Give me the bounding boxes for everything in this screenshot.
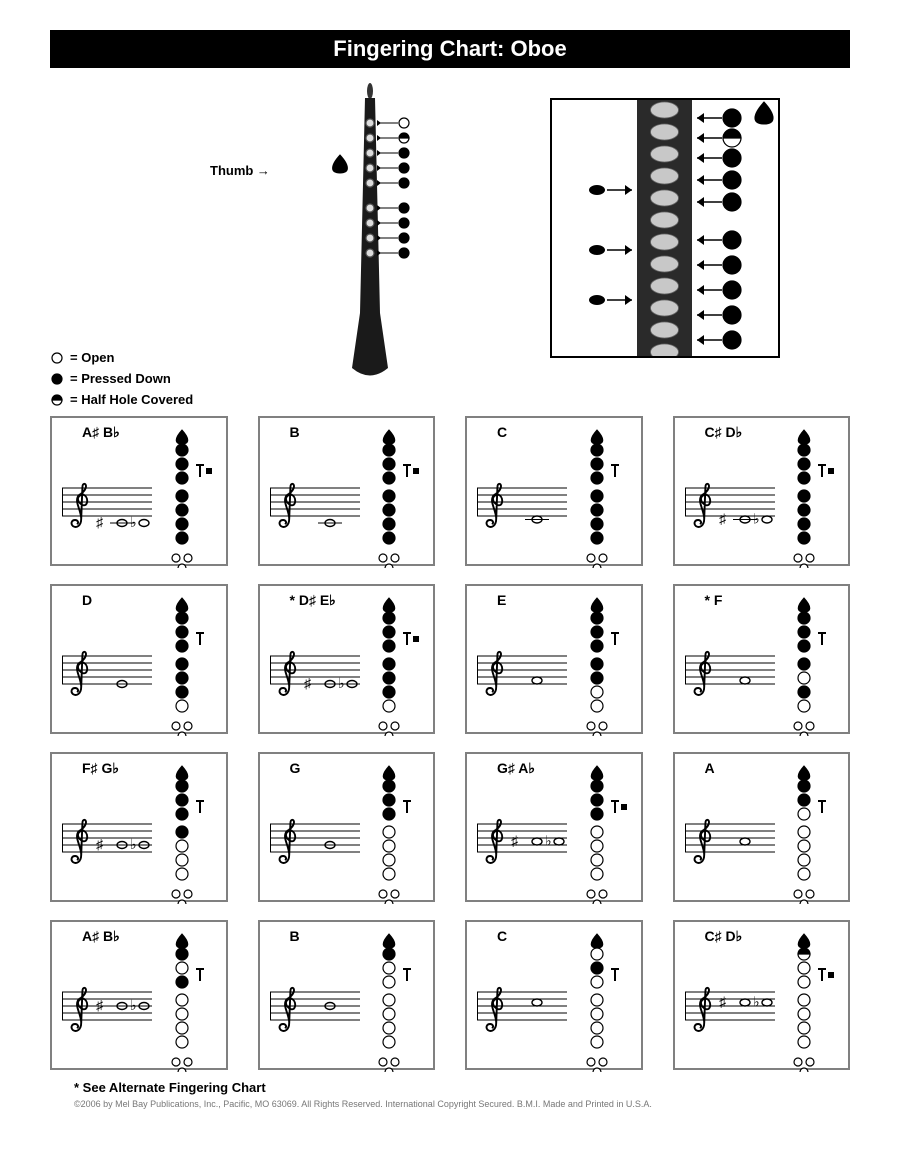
staff-notation	[477, 641, 567, 711]
svg-text:♯: ♯	[719, 996, 727, 1011]
svg-text:♭: ♭	[130, 516, 137, 531]
fingering-cell: C	[465, 920, 643, 1070]
note-label: F♯ G♭	[82, 760, 119, 777]
footnote: * See Alternate Fingering Chart	[74, 1080, 850, 1095]
note-label: E	[497, 592, 506, 608]
note-label: B	[290, 424, 300, 440]
note-label: C♯ D♭	[705, 928, 743, 945]
fingering-cell: * D♯ E♭ ♯♭	[258, 584, 436, 734]
legend-row: = Open	[50, 348, 193, 369]
note-label: C♯ D♭	[705, 424, 743, 441]
note-label: * F	[705, 592, 723, 608]
staff-notation: ♯♭	[685, 473, 775, 543]
note-label: * D♯ E♭	[290, 592, 336, 609]
staff-notation	[477, 473, 567, 543]
legend-row: = Pressed Down	[50, 369, 193, 390]
staff-notation: ♯♭	[62, 809, 152, 879]
note-label: A♯ B♭	[82, 424, 120, 441]
fingering-diagram	[581, 764, 631, 904]
fingering-diagram	[373, 932, 423, 1072]
fingering-cell: D	[50, 584, 228, 734]
legend-row: = Half Hole Covered	[50, 390, 193, 411]
fingering-diagram	[788, 764, 838, 904]
staff-notation: ♯♭	[685, 977, 775, 1047]
fingering-grid: A♯ B♭ ♯♭B C C♯ D♭ ♯♭D * D♯ E♭ ♯♭E * F F♯…	[50, 416, 850, 1070]
staff-notation	[685, 809, 775, 879]
svg-text:♯: ♯	[96, 999, 104, 1014]
fingering-diagram	[581, 428, 631, 568]
fingering-cell: A♯ B♭ ♯♭	[50, 416, 228, 566]
svg-text:♭: ♭	[753, 996, 760, 1011]
staff-notation	[685, 641, 775, 711]
fingering-diagram	[373, 764, 423, 904]
note-label: B	[290, 928, 300, 944]
staff-notation	[270, 809, 360, 879]
page-title: Fingering Chart: Oboe	[50, 30, 850, 68]
staff-notation: ♯♭	[270, 641, 360, 711]
note-label: G♯ A♭	[497, 760, 535, 777]
fingering-cell: B	[258, 416, 436, 566]
fingering-cell: B	[258, 920, 436, 1070]
note-label: A♯ B♭	[82, 928, 120, 945]
svg-text:♯: ♯	[96, 516, 104, 531]
staff-notation: ♯♭	[62, 473, 152, 543]
fingering-cell: A♯ B♭ ♯♭	[50, 920, 228, 1070]
fingering-cell: C	[465, 416, 643, 566]
fingering-diagram	[581, 596, 631, 736]
svg-text:♭: ♭	[753, 513, 760, 528]
svg-text:♯: ♯	[511, 835, 519, 850]
fingering-cell: E	[465, 584, 643, 734]
fingering-cell: G	[258, 752, 436, 902]
oboe-closeup-diagram	[550, 98, 780, 358]
legend: = Open= Pressed Down = Half Hole Covered	[50, 348, 193, 410]
note-label: C	[497, 928, 507, 944]
fingering-cell: G♯ A♭ ♯♭	[465, 752, 643, 902]
svg-text:♭: ♭	[545, 835, 552, 850]
staff-notation: ♯♭	[62, 977, 152, 1047]
fingering-diagram	[788, 428, 838, 568]
fingering-diagram	[373, 596, 423, 736]
staff-notation	[270, 977, 360, 1047]
svg-text:♯: ♯	[304, 677, 312, 692]
svg-text:♯: ♯	[96, 838, 104, 853]
fingering-cell: C♯ D♭ ♯♭	[673, 920, 851, 1070]
note-label: A	[705, 760, 715, 776]
thumb-label: Thumb →	[210, 163, 270, 178]
fingering-diagram	[373, 428, 423, 568]
note-label: G	[290, 760, 301, 776]
note-label: C	[497, 424, 507, 440]
oboe-full-diagram	[310, 83, 430, 383]
svg-text:♭: ♭	[338, 677, 345, 692]
fingering-diagram	[166, 764, 216, 904]
svg-text:♭: ♭	[130, 999, 137, 1014]
svg-text:♭: ♭	[130, 838, 137, 853]
staff-notation	[477, 977, 567, 1047]
staff-notation	[62, 641, 152, 711]
staff-notation	[270, 473, 360, 543]
copyright: ©2006 by Mel Bay Publications, Inc., Pac…	[74, 1099, 850, 1109]
fingering-diagram	[166, 932, 216, 1072]
svg-text:♯: ♯	[719, 513, 727, 528]
fingering-diagram	[166, 596, 216, 736]
fingering-cell: F♯ G♭ ♯♭	[50, 752, 228, 902]
fingering-cell: C♯ D♭ ♯♭	[673, 416, 851, 566]
fingering-cell: * F	[673, 584, 851, 734]
instrument-diagram-section: Thumb → = Open= Pressed Down = Half Hole…	[50, 78, 850, 408]
staff-notation: ♯♭	[477, 809, 567, 879]
fingering-cell: A	[673, 752, 851, 902]
fingering-diagram	[788, 596, 838, 736]
note-label: D	[82, 592, 92, 608]
fingering-diagram	[166, 428, 216, 568]
fingering-diagram	[788, 932, 838, 1072]
fingering-diagram	[581, 932, 631, 1072]
